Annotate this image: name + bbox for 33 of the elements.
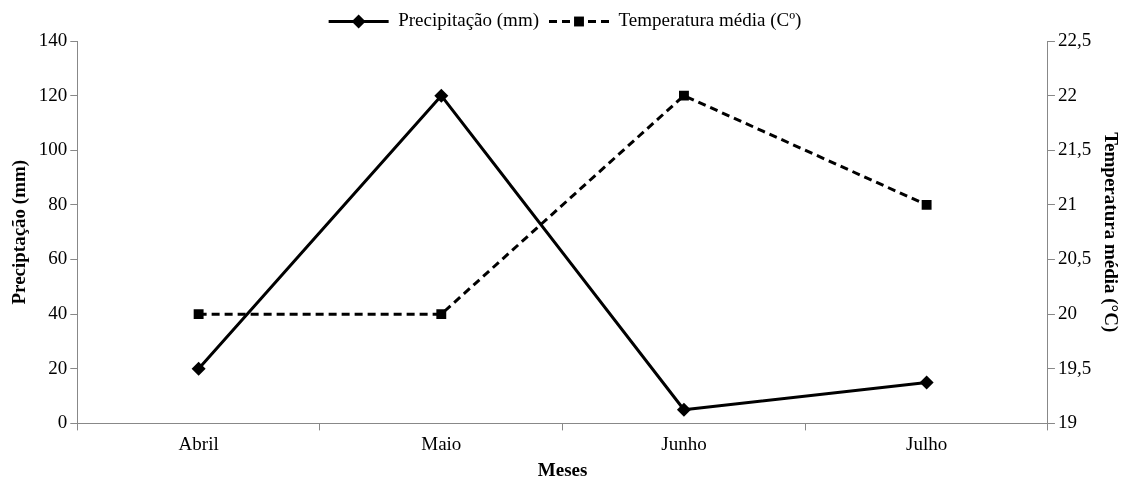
- point: [921, 199, 932, 210]
- y2-tick-label: 19: [1057, 411, 1077, 433]
- y-tick-label: 120: [38, 83, 68, 105]
- y2-tick-label: 20,5: [1057, 247, 1092, 269]
- y-axis-title: Preciptação (mm): [8, 159, 31, 305]
- y-tick-label: 60: [48, 247, 68, 269]
- y2-axis-title: Temperatura média (°C): [1099, 132, 1122, 333]
- point: [434, 88, 449, 103]
- y2-tick-label: 21: [1057, 192, 1077, 214]
- point: [676, 402, 691, 417]
- x-tick-label: Maio: [421, 432, 462, 454]
- point: [919, 375, 934, 390]
- point: [679, 90, 689, 101]
- point: [436, 309, 447, 320]
- legend-label: Precipitação (mm): [398, 9, 539, 32]
- x-tick-label: Junho: [661, 432, 707, 454]
- y2-tick-label: 22,5: [1057, 28, 1092, 50]
- y-tick-label: 0: [57, 411, 68, 433]
- y2-tick-label: 20: [1057, 302, 1077, 324]
- y-tick-label: 20: [48, 356, 68, 378]
- x-axis-title: Meses: [537, 458, 588, 480]
- point: [193, 309, 204, 320]
- x-tick-label: Julho: [906, 432, 948, 454]
- y2-tick-label: 19,5: [1057, 356, 1092, 378]
- x-tick-label: Abril: [178, 432, 219, 454]
- point: [191, 361, 206, 376]
- y-tick-label: 100: [38, 138, 68, 160]
- y-tick-label: 80: [48, 192, 68, 214]
- y2-tick-label: 21,5: [1057, 138, 1092, 160]
- legend-label: Temperatura média (Cº): [618, 9, 802, 32]
- y-tick-label: 40: [48, 302, 68, 324]
- y2-tick-label: 22: [1057, 83, 1077, 105]
- y-tick-label: 140: [38, 28, 68, 50]
